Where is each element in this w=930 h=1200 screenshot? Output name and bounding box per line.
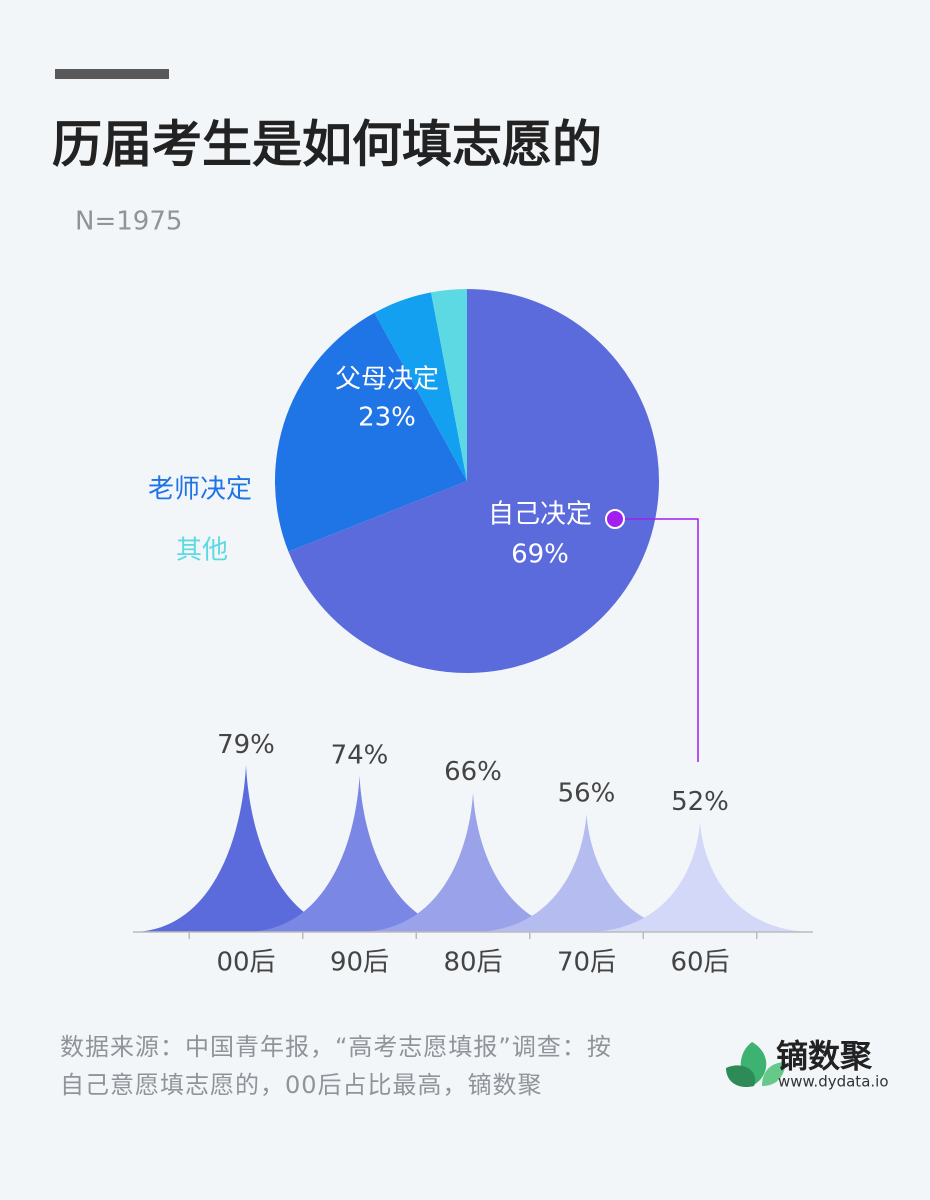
brand-url: www.dydata.io: [778, 1073, 889, 1091]
pie-slice: [431, 289, 467, 481]
logo-leaf: [726, 1065, 756, 1088]
value-label: 66%: [444, 757, 502, 787]
value-label: 56%: [558, 778, 616, 808]
value-label: 52%: [671, 787, 729, 817]
slice-value: 23%: [358, 403, 416, 433]
logo: [726, 1042, 786, 1088]
pie-slice: [374, 292, 467, 481]
logo-leaf: [762, 1062, 786, 1086]
spike: [471, 813, 702, 932]
callout-line: [615, 518, 699, 762]
title-bar: [55, 69, 169, 79]
slice-value: 69%: [511, 540, 569, 570]
chart-subtitle: N=1975: [75, 207, 182, 237]
spike: [244, 775, 475, 932]
slice-label: 父母决定: [335, 365, 439, 395]
pie-slice: [275, 312, 467, 552]
x-tick-label: 60后: [670, 948, 729, 978]
callout-dot: [605, 509, 625, 529]
spike: [358, 792, 588, 932]
x-tick-label: 90后: [330, 948, 389, 978]
spike: [131, 765, 361, 932]
pie-slice: [288, 289, 659, 674]
x-tick-label: 70后: [557, 948, 616, 978]
source-note: 数据来源：中国青年报，“高考志愿填报”调查：按自己意愿填志愿的，00后占比最高，…: [60, 1033, 612, 1099]
chart-title: 历届考生是如何填志愿的: [52, 116, 602, 174]
slice-label: 老师决定: [148, 475, 252, 505]
slice-label: 其他: [176, 536, 228, 566]
brand: 镝数聚: [776, 1037, 873, 1075]
slice-label: 自己决定: [488, 500, 592, 530]
value-label: 74%: [331, 740, 389, 770]
x-tick-label: 80后: [443, 948, 502, 978]
value-label: 79%: [217, 730, 275, 760]
spike: [585, 822, 815, 932]
x-tick-label: 00后: [216, 948, 275, 978]
